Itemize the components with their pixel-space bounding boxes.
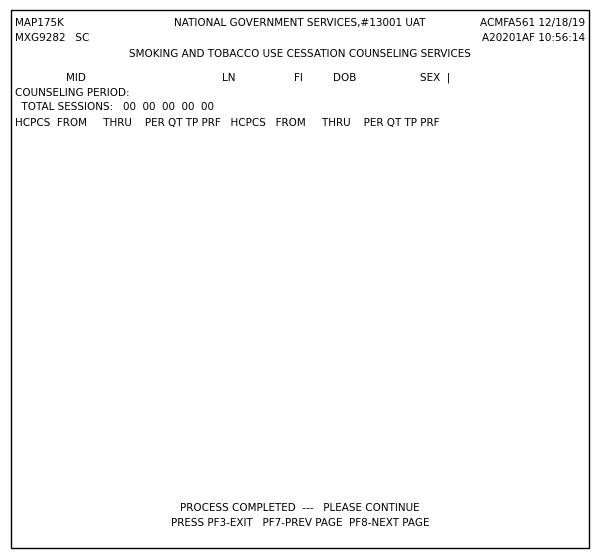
Text: MXG9282   SC: MXG9282 SC xyxy=(15,33,89,43)
Text: HCPCS  FROM     THRU    PER QT TP PRF   HCPCS   FROM     THRU    PER QT TP PRF: HCPCS FROM THRU PER QT TP PRF HCPCS FROM… xyxy=(15,118,439,128)
Text: PRESS PF3-EXIT   PF7-PREV PAGE  PF8-NEXT PAGE: PRESS PF3-EXIT PF7-PREV PAGE PF8-NEXT PA… xyxy=(171,518,429,528)
Text: A20201AF 10:56:14: A20201AF 10:56:14 xyxy=(482,33,585,43)
Text: NATIONAL GOVERNMENT SERVICES,#13001 UAT: NATIONAL GOVERNMENT SERVICES,#13001 UAT xyxy=(174,18,426,28)
Text: FI: FI xyxy=(294,73,303,83)
Text: LN: LN xyxy=(222,73,235,83)
Text: PROCESS COMPLETED  ---   PLEASE CONTINUE: PROCESS COMPLETED --- PLEASE CONTINUE xyxy=(180,503,420,513)
Text: SMOKING AND TOBACCO USE CESSATION COUNSELING SERVICES: SMOKING AND TOBACCO USE CESSATION COUNSE… xyxy=(129,49,471,59)
Text: COUNSELING PERIOD:: COUNSELING PERIOD: xyxy=(15,88,130,98)
Text: DOB: DOB xyxy=(333,73,356,83)
Text: TOTAL SESSIONS:   00  00  00  00  00: TOTAL SESSIONS: 00 00 00 00 00 xyxy=(15,102,214,112)
Text: ACMFA561 12/18/19: ACMFA561 12/18/19 xyxy=(480,18,585,28)
Text: SEX  |: SEX | xyxy=(420,73,451,83)
Text: MAP175K: MAP175K xyxy=(15,18,64,28)
Text: MID: MID xyxy=(66,73,86,83)
